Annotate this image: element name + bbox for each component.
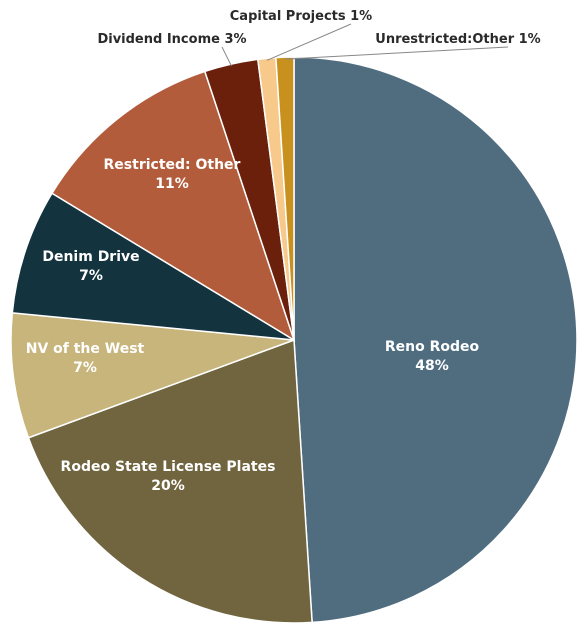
leader-line-capital-projects bbox=[266, 23, 352, 61]
leader-line-unrestricted-other bbox=[284, 46, 509, 60]
slice-label-denim-drive: Denim Drive 7% bbox=[42, 249, 139, 284]
leader-lines bbox=[221, 23, 509, 67]
pie-slice-rodeo-state-license-plates bbox=[27, 338, 313, 624]
pie-slice-reno-rodeo bbox=[293, 56, 578, 624]
slice-label-restricted-other: Restricted: Other 11% bbox=[104, 157, 241, 192]
pie-slices bbox=[10, 56, 578, 624]
slice-labels: Reno Rodeo 48% Rodeo State License Plates 2… bbox=[26, 9, 541, 494]
pie-slice-nv-of-the-west bbox=[10, 312, 295, 439]
slice-label-rodeo-state-license-plates: Rodeo State License Plates 20% bbox=[61, 459, 276, 494]
slice-label-nv-of-the-west: NV of the West 7% bbox=[26, 341, 145, 376]
slice-label-capital-projects: Capital Projects 1% bbox=[230, 9, 372, 24]
leader-line-dividend-income bbox=[221, 46, 232, 67]
pie-slice-unrestricted-other bbox=[275, 56, 295, 341]
slice-label-unrestricted-other: Unrestricted:Other 1% bbox=[375, 32, 540, 47]
slice-label-reno-rodeo: Reno Rodeo 48% bbox=[385, 339, 480, 374]
pie-slice-denim-drive bbox=[11, 192, 295, 341]
pie-slice-restricted-other bbox=[50, 70, 296, 342]
slice-label-dividend-income: Dividend Income 3% bbox=[97, 32, 246, 47]
